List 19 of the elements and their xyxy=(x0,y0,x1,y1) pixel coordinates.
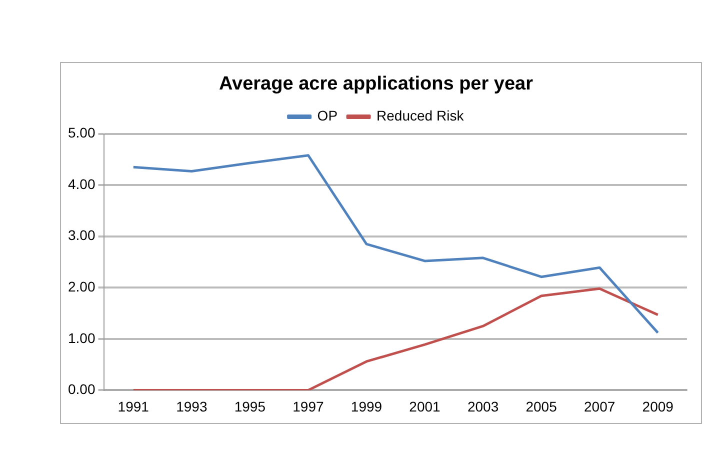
x-tick-label: 1995 xyxy=(234,398,266,414)
chart-title: Average acre applications per year xyxy=(218,74,534,95)
x-tick-label: 1999 xyxy=(350,398,382,414)
x-tick-label: 2005 xyxy=(526,398,558,414)
x-tick-label: 1993 xyxy=(176,398,208,414)
x-tick-label: 2001 xyxy=(409,398,441,414)
x-tick-label: 2007 xyxy=(584,398,616,414)
x-tick-label: 2003 xyxy=(467,398,499,414)
y-tick-label: 3.00 xyxy=(68,227,96,244)
x-tick-label: 1991 xyxy=(118,398,150,414)
legend-label: OP xyxy=(317,108,338,124)
legend-label: Reduced Risk xyxy=(376,108,465,124)
y-tick-label: 0.00 xyxy=(68,381,96,398)
y-tick-label: 1.00 xyxy=(68,330,96,346)
x-tick-label: 1997 xyxy=(292,398,324,414)
y-tick-label: 4.00 xyxy=(68,176,96,192)
y-tick-label: 5.00 xyxy=(68,124,96,141)
x-tick-label: 2009 xyxy=(642,398,674,414)
y-tick-label: 2.00 xyxy=(68,278,96,294)
